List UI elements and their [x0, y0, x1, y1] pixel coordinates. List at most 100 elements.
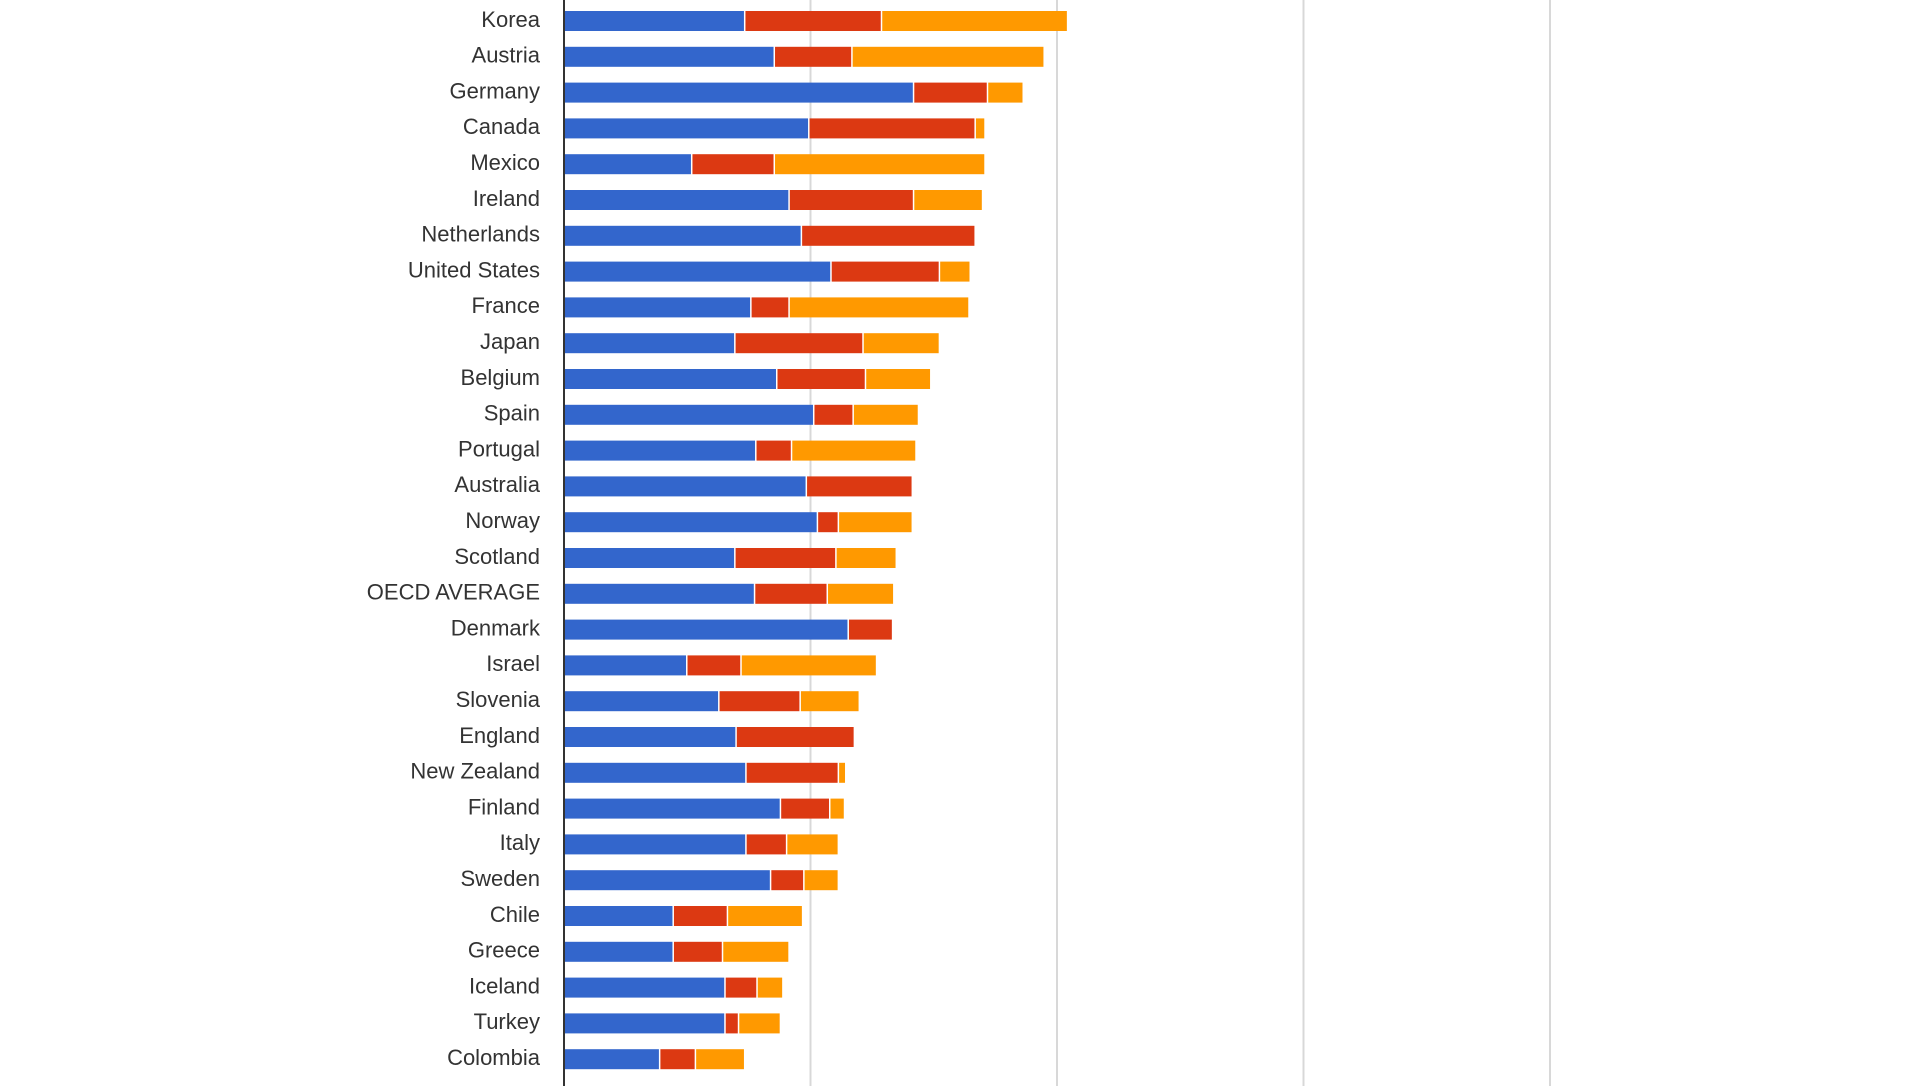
bar-segment-series-3 — [792, 440, 916, 461]
bar-segment-series-1 — [564, 440, 756, 461]
category-label: Chile — [490, 902, 540, 927]
bar-segment-series-2 — [809, 118, 975, 139]
bar-segment-series-2 — [914, 82, 987, 103]
bar-segment-series-2 — [673, 906, 727, 926]
bar-segment-series-3 — [804, 870, 838, 891]
bar-segment-series-1 — [564, 404, 813, 425]
bar-segment-series-1 — [564, 834, 746, 855]
bar-segment-series-1 — [564, 691, 719, 712]
bar-segment-series-2 — [789, 190, 913, 210]
category-label: England — [459, 723, 540, 748]
bar-segment-series-2 — [719, 691, 800, 712]
bar-segment-series-2 — [745, 11, 881, 31]
bar-segment-series-3 — [839, 762, 846, 783]
category-label: Portugal — [458, 436, 540, 461]
bar-segment-series-3 — [839, 512, 912, 533]
bar-segment-series-3 — [853, 404, 918, 425]
bar-segment-series-1 — [564, 82, 913, 103]
category-label: Canada — [463, 114, 541, 139]
category-label: Ireland — [473, 186, 540, 211]
category-label: Italy — [500, 830, 540, 855]
bar-segment-series-3 — [723, 941, 789, 962]
bar-segment-series-1 — [564, 906, 673, 926]
bar-segment-series-2 — [848, 619, 892, 640]
bar-segment-series-3 — [975, 118, 985, 139]
bar-segment-series-2 — [831, 261, 939, 282]
bar-segment-series-1 — [564, 870, 770, 891]
bar-segment-series-1 — [564, 1049, 659, 1070]
bar-segment-series-1 — [564, 476, 806, 497]
bar-segment-series-3 — [852, 46, 1044, 67]
category-label: Korea — [481, 7, 540, 32]
bar-segment-series-2 — [725, 977, 757, 998]
bar-segment-series-1 — [564, 261, 831, 282]
bar-segment-series-3 — [863, 333, 939, 354]
category-label: New Zealand — [410, 759, 540, 784]
bar-segment-series-3 — [787, 834, 838, 855]
category-label: Mexico — [470, 150, 540, 175]
bar-segment-series-2 — [807, 476, 912, 497]
bar-segment-series-2 — [673, 941, 722, 962]
category-label: OECD AVERAGE — [367, 580, 540, 605]
bar-segment-series-2 — [818, 512, 838, 533]
bar-segment-series-2 — [756, 440, 791, 461]
bar-segment-series-1 — [564, 941, 673, 962]
bar-segment-series-3 — [988, 82, 1023, 103]
bar-segment-series-3 — [830, 798, 844, 819]
bar-segment-series-2 — [777, 369, 865, 389]
bar-segment-series-3 — [940, 261, 970, 282]
category-label: Israel — [486, 651, 540, 676]
bar-segment-series-2 — [755, 583, 827, 604]
bar-segment-series-2 — [814, 404, 853, 425]
category-label: Australia — [454, 472, 540, 497]
category-label: Belgium — [461, 365, 540, 390]
bar-segment-series-1 — [564, 583, 754, 604]
bar-segment-series-2 — [660, 1049, 695, 1070]
category-label: Netherlands — [421, 222, 540, 247]
bar-segment-series-3 — [800, 691, 859, 712]
bar-segment-series-1 — [564, 548, 735, 568]
bar-segment-series-1 — [564, 655, 687, 676]
bar-segment-series-3 — [739, 1013, 780, 1034]
category-label: Scotland — [454, 544, 540, 569]
category-label: France — [472, 293, 540, 318]
bar-segment-series-1 — [564, 154, 691, 175]
category-label: United States — [408, 257, 540, 282]
bar-segment-series-2 — [735, 333, 863, 354]
bar-segment-series-2 — [735, 548, 836, 568]
bar-segment-series-1 — [564, 333, 735, 354]
bar-segment-series-3 — [914, 190, 982, 210]
bar-segment-series-1 — [564, 297, 751, 318]
category-label: Austria — [472, 43, 541, 68]
category-label: Slovenia — [456, 687, 541, 712]
category-label: Germany — [450, 78, 540, 103]
bar-segment-series-3 — [741, 655, 876, 676]
category-label: Turkey — [474, 1009, 540, 1034]
bar-segment-series-3 — [757, 977, 783, 998]
category-label: Norway — [465, 508, 540, 533]
bar-segment-series-2 — [802, 225, 975, 246]
bar-segment-series-1 — [564, 369, 776, 389]
bar-segment-series-1 — [564, 512, 817, 533]
bar-segment-series-2 — [746, 834, 786, 855]
bar-segment-series-1 — [564, 225, 801, 246]
category-label: Iceland — [469, 973, 540, 998]
bar-segment-series-2 — [751, 297, 789, 318]
bar-segment-series-3 — [882, 11, 1067, 31]
bar-segment-series-2 — [771, 870, 804, 891]
category-label: Finland — [468, 794, 540, 819]
bar-segment-series-1 — [564, 11, 744, 31]
bar-segment-series-3 — [789, 297, 969, 318]
bar-segment-series-2 — [692, 154, 774, 175]
bar-segment-series-2 — [687, 655, 741, 676]
bar-segment-series-3 — [728, 906, 802, 926]
bar-segment-series-3 — [828, 583, 894, 604]
bar-segment-series-3 — [836, 548, 896, 568]
bar-segment-series-2 — [736, 727, 854, 747]
category-label: Colombia — [447, 1045, 541, 1070]
bar-segment-series-1 — [564, 1013, 725, 1034]
bar-segment-series-1 — [564, 118, 809, 139]
bar-segment-series-2 — [725, 1013, 738, 1034]
category-label: Sweden — [460, 866, 540, 891]
